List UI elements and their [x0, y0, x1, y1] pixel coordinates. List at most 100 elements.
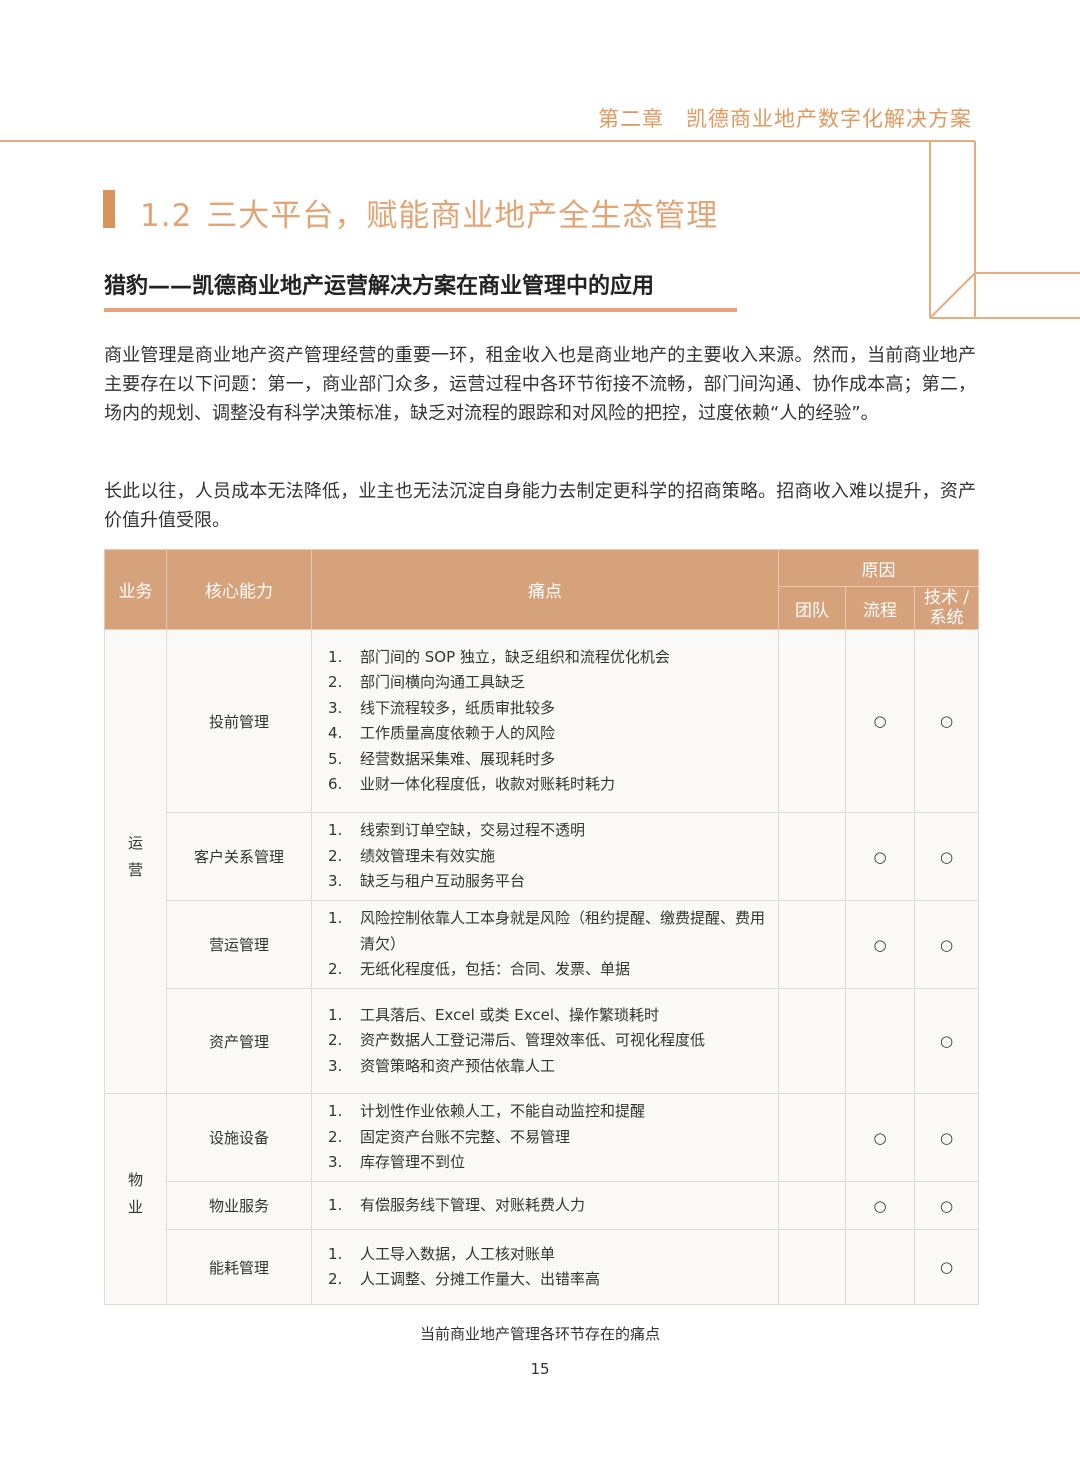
decoration: [0, 140, 1080, 319]
chapter-title: 凯德商业地产数字化解决方案: [686, 107, 972, 131]
cause-cell: [778, 900, 846, 989]
capability-cell: 物业服务: [166, 1181, 312, 1230]
point-text: 风险控制依靠人工本身就是风险（租约提醒、缴费提醒、费用清欠）: [360, 909, 766, 953]
pain-point: 1. 有偿服务线下管理、对账耗费人力: [328, 1193, 778, 1219]
pain-point: 3. 缺乏与租户互动服务平台: [328, 869, 778, 895]
cause-cell: ○: [913, 1181, 980, 1230]
point-number: 2.: [328, 960, 343, 979]
point-text: 经营数据采集难、展现耗时多: [360, 749, 556, 768]
subtitle: 猎豹——凯德商业地产运营解决方案在商业管理中的应用: [104, 274, 655, 299]
pain-point: 1. 人工导入数据，人工核对账单: [328, 1242, 778, 1268]
cause-cell: ○: [913, 812, 980, 901]
cause-cell: ○: [913, 900, 980, 989]
pain-point: 4. 工作质量高度依赖于人的风险: [328, 721, 778, 747]
point-number: 4.: [328, 724, 343, 742]
header-row: 团队 流程 技术 / 系统: [105, 586, 980, 630]
cause-cell: [778, 1093, 846, 1182]
cause-cell: [778, 1181, 846, 1230]
point-number: 3.: [328, 698, 343, 717]
point-number: 1.: [328, 909, 343, 928]
point-number: 2.: [328, 1031, 343, 1050]
point-number: 1.: [328, 1005, 343, 1024]
cause-cell: ○: [913, 988, 980, 1094]
pain-points-cell: 1. 有偿服务线下管理、对账耗费人力: [311, 1181, 779, 1230]
cause-cell: ○: [845, 629, 915, 813]
pain-point-table: 业务 核心能力 痛点 原因 团队 流程 技术 / 系统 运营 投前管理 1. 部门间的…: [104, 549, 980, 1305]
point-text: 人工导入数据，人工核对账单: [360, 1244, 556, 1263]
pain-point: 1. 计划性作业依赖人工，不能自动监控和提醒: [328, 1099, 778, 1125]
chapter-header: 第二章 凯德商业地产数字化解决方案: [598, 103, 972, 133]
pain-points-cell: 1. 风险控制依靠人工本身就是风险（租约提醒、缴费提醒、费用清欠） 2. 无纸化程度低…: [311, 900, 779, 989]
cause-cell: [778, 1229, 846, 1305]
header-cell: 流程: [845, 586, 915, 630]
point-number: 3.: [328, 872, 343, 891]
pain-points-cell: 1. 部门间的 SOP 独立，缺乏组织和流程优化机会 2. 部门间横向沟通工具缺乏 3.…: [311, 629, 779, 813]
group-name: 物业: [126, 1172, 144, 1226]
pain-point: 3. 资管策略和资产预估依靠人工: [328, 1054, 778, 1080]
point-number: 3.: [328, 1153, 343, 1172]
pain-point: 1. 风险控制依靠人工本身就是风险（租约提醒、缴费提醒、费用清欠）: [328, 906, 778, 957]
group-name: 运营: [126, 834, 144, 889]
point-number: 1.: [328, 1195, 343, 1214]
point-number: 1.: [328, 647, 343, 666]
point-text: 业财一体化程度低，收款对账耗时耗力: [360, 775, 616, 793]
pain-points-cell: 1. 计划性作业依赖人工，不能自动监控和提醒 2. 固定资产台账不完整、不易管理 3. 库…: [311, 1093, 779, 1182]
capability-cell: 营运管理: [166, 900, 312, 989]
paragraph: 长此以往，人员成本无法降低，业主也无法沉淀自身能力去制定更科学的招商策略。招商收…: [104, 481, 976, 531]
cause-cell: [845, 988, 915, 1094]
page-number: 15: [530, 1360, 550, 1378]
table-row: 能耗管理 1. 人工导入数据，人工核对账单 2. 人工调整、分摊工作量大、出错率高 ○: [105, 1229, 980, 1305]
table-row: 资产管理 1. 工具落后、Excel 或类 Excel、操作繁琐耗时 2. 资产数据人工…: [105, 988, 980, 1094]
pain-point: 1. 线索到订单空缺，交易过程不透明: [328, 818, 778, 844]
pain-points-cell: 1. 工具落后、Excel 或类 Excel、操作繁琐耗时 2. 资产数据人工登记滞后…: [311, 988, 779, 1094]
header-cell: 技术 / 系统: [913, 586, 980, 630]
cause-cell: [778, 812, 846, 901]
chapter: 第二章: [598, 107, 664, 131]
point-text: 库存管理不到位: [360, 1153, 466, 1172]
subtitle-underline: [104, 308, 737, 312]
point-text: 资产数据人工登记滞后、管理效率低、可视化程度低: [360, 1031, 706, 1050]
point-number: 2.: [328, 846, 343, 865]
point-text: 线下流程较多，纸质审批较多: [360, 698, 556, 717]
cause-cell: [778, 629, 846, 813]
point-text: 线索到订单空缺，交易过程不透明: [360, 821, 586, 840]
point-number: 5.: [328, 749, 343, 768]
point-number: 2.: [328, 673, 343, 691]
header-cell: 业务: [104, 549, 167, 630]
header-cell: 核心能力: [166, 549, 312, 630]
pain-point: 2. 固定资产台账不完整、不易管理: [328, 1125, 778, 1151]
header-cell: 痛点: [311, 549, 779, 630]
point-text: 绩效管理未有效实施: [360, 846, 496, 865]
point-text: 无纸化程度低，包括：合同、发票、单据: [360, 960, 631, 979]
table-header: 业务 核心能力 痛点 原因 团队 流程 技术 / 系统: [104, 549, 980, 630]
table-row: 运营 投前管理 1. 部门间的 SOP 独立，缺乏组织和流程优化机会 2. 部门间横向沟通…: [104, 629, 980, 1094]
header-row: 业务 核心能力 痛点 原因: [104, 549, 980, 630]
table-row: 客户关系管理 1. 线索到订单空缺，交易过程不透明 2. 绩效管理未有效实施 3. 缺乏与租…: [105, 812, 980, 901]
point-number: 1.: [328, 1244, 343, 1263]
pain-point: 2. 绩效管理未有效实施: [328, 844, 778, 870]
table-body: 运营 投前管理 1. 部门间的 SOP 独立，缺乏组织和流程优化机会 2. 部门间横向沟通…: [104, 629, 980, 1305]
point-text: 工作质量高度依赖于人的风险: [360, 724, 556, 742]
point-text: 固定资产台账不完整、不易管理: [360, 1127, 571, 1146]
point-text: 有偿服务线下管理、对账耗费人力: [360, 1195, 586, 1214]
cause-cell: ○: [913, 1229, 980, 1305]
cause-cell: [778, 988, 846, 1094]
point-text: 部门间横向沟通工具缺乏: [360, 673, 526, 691]
header-cell: 原因: [777, 549, 980, 587]
point-number: 2.: [328, 1270, 343, 1288]
pain-point: 6. 业财一体化程度低，收款对账耗时耗力: [328, 772, 778, 798]
pain-point: 2. 资产数据人工登记滞后、管理效率低、可视化程度低: [328, 1028, 778, 1054]
capability-cell: 投前管理: [166, 629, 312, 813]
point-number: 1.: [328, 821, 343, 840]
table-row: 物业 设施设备 1. 计划性作业依赖人工，不能自动监控和提醒 2. 固定资产台账不完整、不…: [104, 1093, 980, 1305]
section-title: 三大平台，赋能商业地产全生态管理: [206, 198, 719, 234]
cause-cell: ○: [845, 900, 915, 989]
table-row: 物业服务 1. 有偿服务线下管理、对账耗费人力 ○ ○: [105, 1181, 980, 1230]
section-bar: [103, 190, 115, 228]
section-number: 1.2: [140, 198, 193, 234]
cause-cell: [845, 1229, 915, 1305]
point-number: 6.: [328, 775, 343, 793]
cause-cell: ○: [845, 1181, 915, 1230]
cause-cell: ○: [845, 1093, 915, 1182]
